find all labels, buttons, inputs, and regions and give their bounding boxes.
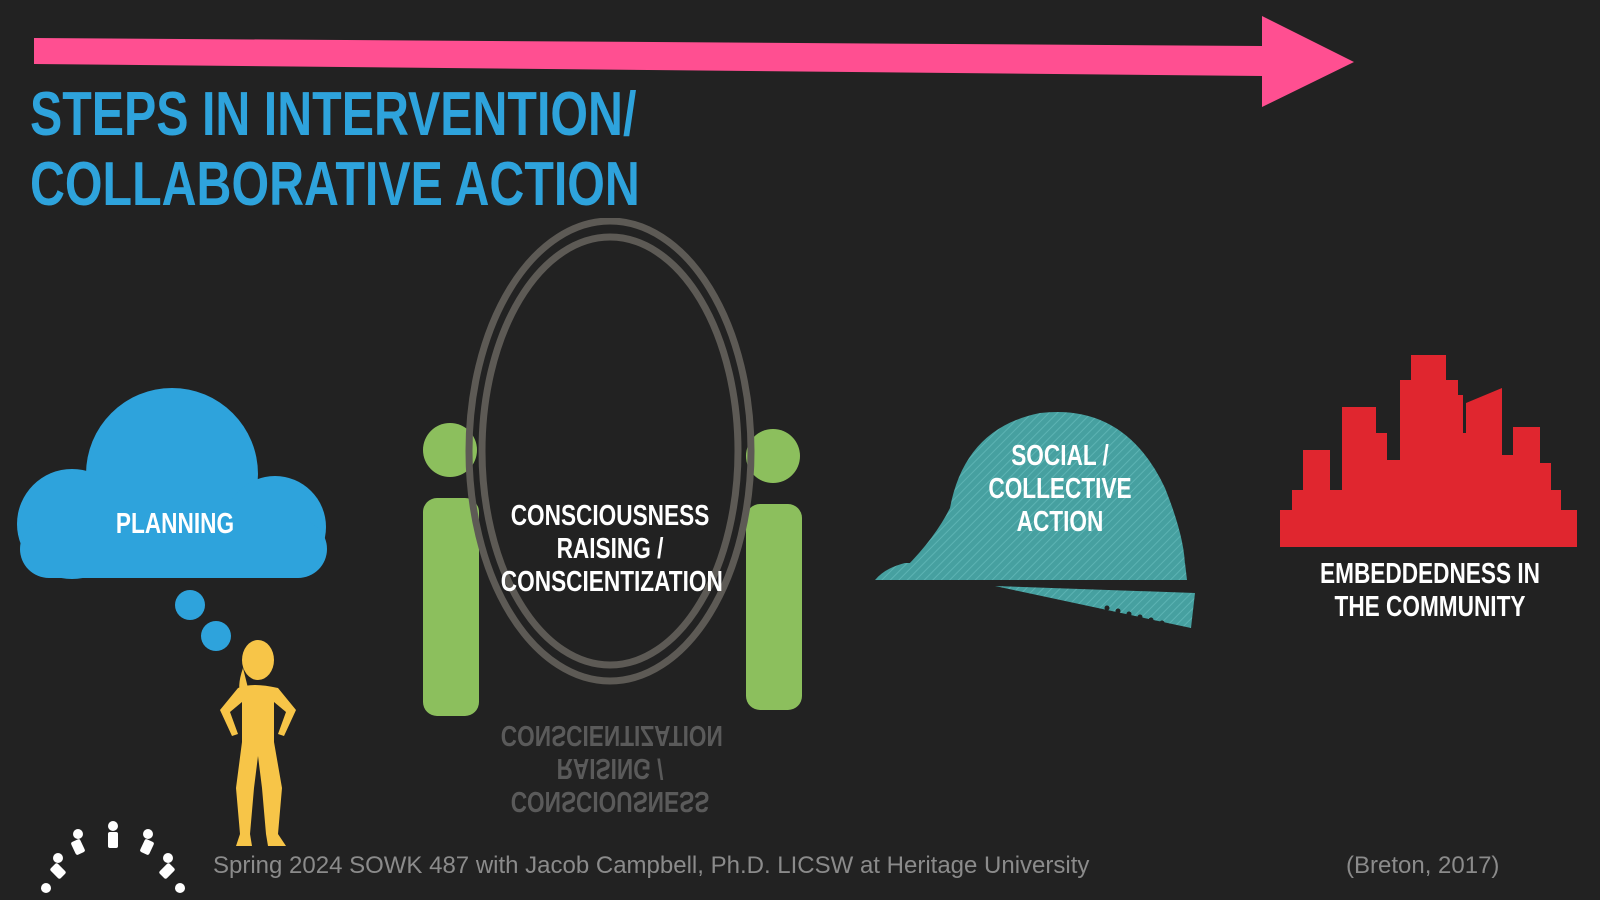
step-social-action-label: SOCIAL / COLLECTIVE ACTION [988, 440, 1132, 538]
mirror-icon [423, 218, 802, 716]
step-embeddedness-label: EMBEDDEDNESS IN THE COMMUNITY [1320, 558, 1540, 623]
progress-arrow-shape [34, 16, 1354, 107]
thought-cloud-icon [17, 388, 327, 651]
person-icon [220, 640, 296, 846]
title-line-1: STEPS IN INTERVENTION/ [30, 80, 637, 149]
step-planning-label: PLANNING [115, 508, 235, 540]
step-consciousness-reflection: CONSCIOUSNESS RAISING / CONSCIENTIZATION [500, 719, 723, 817]
title-line-2: COLLABORATIVE ACTION [30, 150, 640, 219]
step-consciousness-label: CONSCIOUSNESS RAISING / CONSCIENTIZATION [500, 500, 723, 598]
community-logo-icon [41, 821, 185, 893]
citation-text: (Breton, 2017) [1346, 852, 1500, 879]
page-title: STEPS IN INTERVENTION/ COLLABORATIVE ACT… [30, 80, 640, 220]
hard-hat-icon [875, 411, 1195, 628]
footer-text: Spring 2024 SOWK 487 with Jacob Campbell… [213, 852, 1090, 879]
progress-arrow [34, 16, 1354, 107]
city-skyline-icon [1280, 355, 1577, 547]
